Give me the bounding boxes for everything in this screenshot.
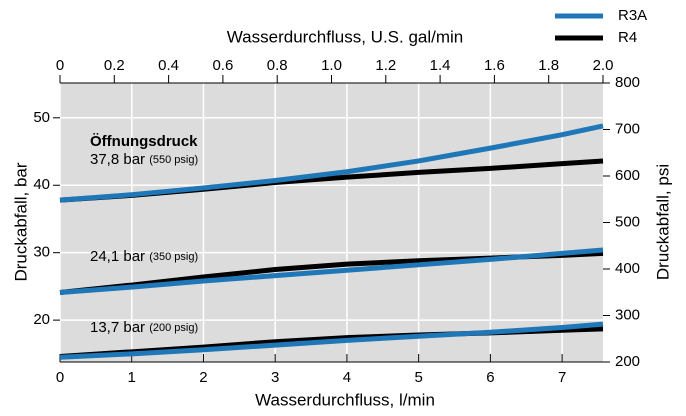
annotation: 24,1 bar (350 psig) — [90, 248, 198, 265]
annotation-psig: (550 psig) — [149, 154, 198, 166]
series-line — [59, 321, 604, 360]
x2-tick-label: 2.0 — [593, 57, 614, 74]
x-axis-label: Wasserdurchfluss, l/min — [255, 390, 435, 409]
y-tick-label: 20 — [33, 311, 50, 328]
x-tick-label: 5 — [414, 369, 422, 386]
x2-tick-label: 0.2 — [104, 57, 125, 74]
x2-tick-label: 0.8 — [267, 57, 288, 74]
y2-axis-label: Druckabfall, psi — [653, 164, 672, 280]
x-tick-label: 6 — [486, 369, 494, 386]
y-tick-label: 40 — [33, 176, 50, 193]
annotation-psig: (200 psig) — [149, 322, 198, 334]
y-tick-label: 30 — [33, 244, 50, 261]
y-tick-label: 50 — [33, 109, 50, 126]
x2-tick-label: 1.4 — [430, 57, 451, 74]
annotation-pressure: 13,7 bar — [90, 319, 145, 336]
annotation-pressure: 37,8 bar — [90, 151, 145, 168]
y2-tick-label: 600 — [615, 167, 640, 184]
x2-tick-label: 0.4 — [158, 57, 179, 74]
x-tick-label: 2 — [199, 369, 207, 386]
y-axis-label: Druckabfall, bar — [11, 162, 30, 281]
x-tick-label: 4 — [343, 369, 351, 386]
annotation: 13,7 bar (200 psig) — [90, 319, 198, 336]
x2-tick-label: 0 — [56, 57, 64, 74]
x2-tick-label: 1.6 — [484, 57, 505, 74]
y2-tick-label: 200 — [615, 353, 640, 370]
annotation-psig: (350 psig) — [149, 251, 198, 263]
y2-tick-label: 800 — [615, 74, 640, 91]
x2-tick-label: 0.6 — [212, 57, 233, 74]
x2-axis-label: Wasserdurchfluss, U.S. gal/min — [227, 27, 464, 46]
x2-tick-label: 1.8 — [538, 57, 559, 74]
y2-tick-label: 300 — [615, 306, 640, 323]
y2-tick-label: 700 — [615, 120, 640, 137]
legend-label: R4 — [618, 29, 637, 46]
series-line — [59, 123, 604, 203]
annotation-heading: Öffnungsdruck — [90, 133, 198, 150]
x2-tick-label: 1.2 — [375, 57, 396, 74]
annotation-pressure: 24,1 bar — [90, 248, 145, 265]
series-line — [59, 247, 604, 295]
x-tick-label: 3 — [271, 369, 279, 386]
x-tick-label: 1 — [128, 369, 136, 386]
plot-area — [60, 83, 603, 362]
x-tick-label: 7 — [558, 369, 566, 386]
y2-tick-label: 400 — [615, 260, 640, 277]
x-tick-label: 0 — [56, 369, 64, 386]
x2-tick-label: 1.0 — [321, 57, 342, 74]
y2-tick-label: 500 — [615, 213, 640, 230]
annotation: 37,8 bar (550 psig) — [90, 151, 198, 168]
legend-label: R3A — [618, 7, 647, 24]
